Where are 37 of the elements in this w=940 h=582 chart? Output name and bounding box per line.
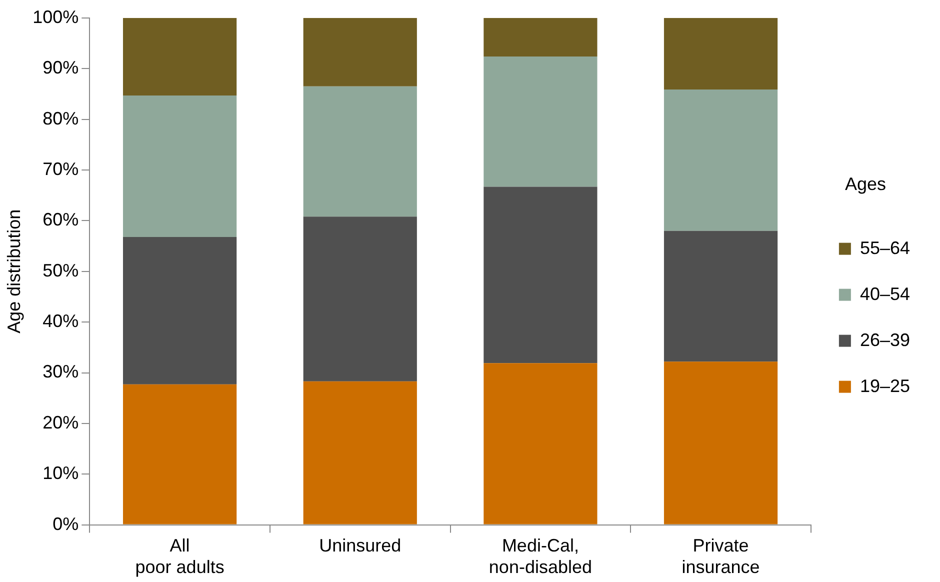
- bar: [484, 18, 598, 57]
- y-tick-label: 30%: [42, 362, 79, 382]
- bar: [123, 236, 237, 384]
- y-tick-label: 20%: [42, 412, 79, 432]
- bar: [664, 362, 778, 524]
- y-tick-label: 70%: [42, 159, 79, 180]
- legend-label: 40–54: [860, 284, 910, 304]
- bar: [664, 89, 778, 231]
- bar: [123, 96, 237, 237]
- y-tick-label: 0%: [52, 514, 79, 534]
- y-tick-label: 60%: [42, 210, 79, 230]
- bar: [303, 18, 417, 86]
- y-axis-title: Age distribution: [4, 209, 24, 334]
- legend-label: 19–25: [860, 376, 910, 396]
- y-tick-label: 10%: [42, 463, 79, 484]
- bar: [303, 381, 417, 524]
- bar: [484, 363, 598, 524]
- x-tick-label: Private insurance: [682, 536, 760, 578]
- bar: [123, 18, 237, 96]
- bar: [484, 56, 598, 187]
- x-tick-label: Uninsured: [319, 536, 402, 556]
- legend-label: 55–64: [860, 238, 910, 258]
- y-tick-label: 50%: [42, 260, 79, 280]
- bar: [664, 18, 778, 90]
- bar: [123, 384, 237, 524]
- bar: [484, 186, 598, 364]
- y-tick-label: 40%: [42, 311, 79, 332]
- x-tick-label: Medi-Cal, non-disabled: [488, 536, 592, 578]
- x-tick-label: All poor adults: [135, 536, 224, 578]
- bar: [303, 86, 417, 217]
- y-tick-label: 80%: [42, 108, 79, 128]
- bar: [303, 216, 417, 382]
- legend-title: Ages: [844, 174, 886, 194]
- legend-label: 26–39: [860, 330, 910, 350]
- y-tick-label: 100%: [32, 6, 79, 27]
- y-tick-label: 90%: [42, 58, 79, 78]
- bar: [664, 230, 778, 362]
